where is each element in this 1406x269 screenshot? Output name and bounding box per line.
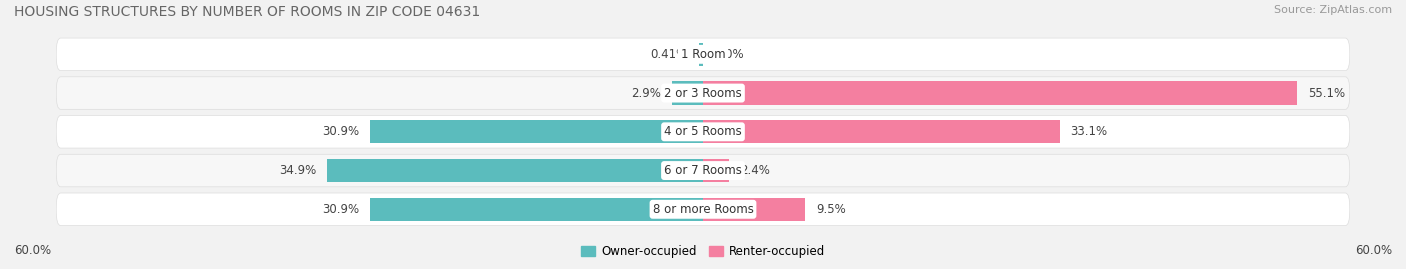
Text: 8 or more Rooms: 8 or more Rooms	[652, 203, 754, 216]
Bar	[326, 159, 703, 182]
Text: HOUSING STRUCTURES BY NUMBER OF ROOMS IN ZIP CODE 04631: HOUSING STRUCTURES BY NUMBER OF ROOMS IN…	[14, 5, 481, 19]
Bar	[703, 198, 806, 221]
Bar	[703, 82, 1296, 105]
Text: 1 Room: 1 Room	[681, 48, 725, 61]
Text: 60.0%: 60.0%	[14, 244, 51, 257]
Text: 4 or 5 Rooms: 4 or 5 Rooms	[664, 125, 742, 138]
Text: 30.9%: 30.9%	[322, 125, 359, 138]
Text: 0.0%: 0.0%	[714, 48, 744, 61]
Text: 34.9%: 34.9%	[278, 164, 316, 177]
Text: Source: ZipAtlas.com: Source: ZipAtlas.com	[1274, 5, 1392, 15]
Text: 9.5%: 9.5%	[817, 203, 846, 216]
FancyBboxPatch shape	[56, 38, 1350, 70]
Text: 30.9%: 30.9%	[322, 203, 359, 216]
Bar	[703, 159, 728, 182]
Bar	[703, 120, 1060, 143]
Legend: Owner-occupied, Renter-occupied: Owner-occupied, Renter-occupied	[576, 241, 830, 263]
Text: 6 or 7 Rooms: 6 or 7 Rooms	[664, 164, 742, 177]
FancyBboxPatch shape	[56, 154, 1350, 187]
Text: 2.9%: 2.9%	[631, 87, 661, 100]
Text: 0.41%: 0.41%	[651, 48, 688, 61]
FancyBboxPatch shape	[56, 116, 1350, 148]
Text: 2.4%: 2.4%	[740, 164, 769, 177]
Bar	[370, 198, 703, 221]
Bar	[699, 43, 703, 66]
Text: 55.1%: 55.1%	[1308, 87, 1346, 100]
Bar	[370, 120, 703, 143]
Bar	[672, 82, 703, 105]
Text: 33.1%: 33.1%	[1070, 125, 1108, 138]
FancyBboxPatch shape	[56, 77, 1350, 109]
Text: 2 or 3 Rooms: 2 or 3 Rooms	[664, 87, 742, 100]
Text: 60.0%: 60.0%	[1355, 244, 1392, 257]
FancyBboxPatch shape	[56, 193, 1350, 225]
